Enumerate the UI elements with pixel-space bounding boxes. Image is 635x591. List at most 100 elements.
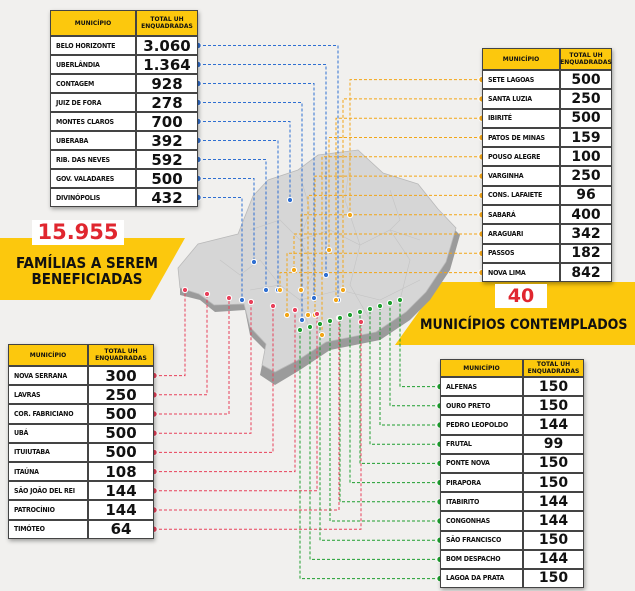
municipio-name: ITUIUTABA <box>8 442 88 462</box>
connector-line <box>328 137 482 250</box>
table-row: SÃO JOÃO DEL REI 144 <box>8 481 154 501</box>
table-row: NOVA LIMA 842 <box>482 262 612 283</box>
total-value: 592 <box>136 150 198 169</box>
location-dot <box>203 290 211 298</box>
location-dot <box>376 302 384 310</box>
table-green: MUNICÍPIO TOTAL UH ENQUADRADAS ALFENAS 15… <box>440 359 584 589</box>
municipio-name: CONS. LAFAIETE <box>482 185 560 206</box>
total-value: 250 <box>88 385 154 405</box>
location-dot <box>286 196 294 204</box>
municipio-name: DIVINÓPOLIS <box>50 188 136 207</box>
table-row: ITAÚNA 108 <box>8 461 154 482</box>
total-value: 400 <box>560 205 612 225</box>
total-value: 392 <box>136 131 198 150</box>
table-row: SABARÁ 400 <box>482 205 612 225</box>
location-dot <box>296 326 304 334</box>
total-value: 500 <box>88 423 154 443</box>
total-value: 278 <box>136 93 198 112</box>
header-municipio: MUNICÍPIO <box>482 48 560 70</box>
connector-line <box>154 306 274 453</box>
municipio-name: IBIRITÉ <box>482 108 560 128</box>
table-row: UBERABA 392 <box>50 131 198 150</box>
location-dot <box>313 310 321 318</box>
municipio-name: UBERLÂNDIA <box>50 55 136 74</box>
total-value: 144 <box>523 549 584 569</box>
total-value: 1.364 <box>136 55 198 74</box>
municipio-name: ALFENAS <box>440 377 523 397</box>
municipio-name: NOVA LIMA <box>482 262 560 283</box>
table-pink: MUNICÍPIO TOTAL UH ENQUADRADAS NOVA SERR… <box>8 344 154 539</box>
municipio-name: LAGOA DA PRATA <box>440 568 523 589</box>
table-row: MONTES CLAROS 700 <box>50 112 198 131</box>
families-label-line2: BENEFICIADAS <box>31 269 143 288</box>
connector-line <box>198 197 243 300</box>
municipio-name: SABARÁ <box>482 205 560 225</box>
total-value: 432 <box>136 188 198 207</box>
connector-line <box>154 314 318 492</box>
total-value: 182 <box>560 243 612 263</box>
connector-line <box>329 321 440 522</box>
location-dot <box>291 306 299 314</box>
table-row: IBIRITÉ 500 <box>482 108 612 128</box>
table-row: ALFENAS 150 <box>440 377 584 397</box>
families-label-line1: FAMÍLIAS A SEREM <box>16 254 158 272</box>
location-dot <box>357 318 365 326</box>
families-count: 15.955 <box>37 220 119 244</box>
total-value: 700 <box>136 112 198 131</box>
total-value: 250 <box>560 89 612 109</box>
location-dot <box>386 299 394 307</box>
municipio-name: ARAGUARI <box>482 224 560 244</box>
municipalities-count-box: 40 <box>495 284 547 308</box>
municipio-name: OURO PRETO <box>440 396 523 416</box>
location-dot <box>325 246 333 254</box>
location-dot <box>356 308 364 316</box>
total-value: 3.060 <box>136 36 198 55</box>
municipalities-label: MUNICÍPIOS CONTEMPLADOS <box>420 317 628 333</box>
connector-line <box>335 117 482 300</box>
municipio-name: CONGONHAS <box>440 511 523 531</box>
location-dot <box>290 266 298 274</box>
connector-line <box>307 194 482 315</box>
table-row: OURO PRETO 150 <box>440 396 584 416</box>
table-row: PASSOS 182 <box>482 243 612 263</box>
municipio-name: UBERABA <box>50 131 136 150</box>
connector-line <box>339 318 440 503</box>
connector-line <box>299 330 440 580</box>
state-map <box>177 149 457 373</box>
municipio-name: JUIZ DE FORA <box>50 93 136 112</box>
table-body: NOVA SERRANA 300 LAVRAS 250 COR. FABRICIANO 5… <box>8 366 154 539</box>
total-value: 159 <box>560 127 612 148</box>
municipio-name: SÃO FRANCISCO <box>440 530 523 550</box>
total-value: 144 <box>88 500 154 520</box>
table-row: PIRAPORA 150 <box>440 472 584 493</box>
table-header: MUNICÍPIO TOTAL UH ENQUADRADAS <box>50 10 198 36</box>
total-value: 99 <box>523 434 584 454</box>
table-row: BOM DESPACHO 144 <box>440 549 584 569</box>
connector-line <box>198 121 291 200</box>
location-dot <box>304 311 312 319</box>
header-municipio: MUNICÍPIO <box>440 359 523 377</box>
total-value: 500 <box>136 169 198 188</box>
municipio-name: NOVA SERRANA <box>8 366 88 386</box>
location-dot <box>283 311 291 319</box>
table-header: MUNICÍPIO TOTAL UH ENQUADRADAS <box>8 344 154 366</box>
location-dot <box>316 320 324 328</box>
municipio-name: PONTE NOVA <box>440 453 523 473</box>
location-dot <box>247 298 255 306</box>
total-value: 928 <box>136 74 198 93</box>
municipio-name: ITABIRITO <box>440 492 523 512</box>
table-row: CONGONHAS 144 <box>440 511 584 531</box>
municipio-name: GOV. VALADARES <box>50 169 136 188</box>
municipio-name: SETE LAGOAS <box>482 70 560 90</box>
municipio-name: RIB. DAS NEVES <box>50 150 136 169</box>
total-value: 144 <box>523 511 584 531</box>
municipio-name: CONTAGEM <box>50 74 136 93</box>
municipio-name: BELO HORIZONTE <box>50 36 136 55</box>
table-row: RIB. DAS NEVES 592 <box>50 150 198 169</box>
table-row: DIVINÓPOLIS 432 <box>50 188 198 207</box>
location-dot <box>225 294 233 302</box>
connector-line <box>198 64 327 275</box>
location-dot <box>238 296 246 304</box>
municipio-name: PASSOS <box>482 243 560 263</box>
municipio-name: BOM DESPACHO <box>440 549 523 569</box>
